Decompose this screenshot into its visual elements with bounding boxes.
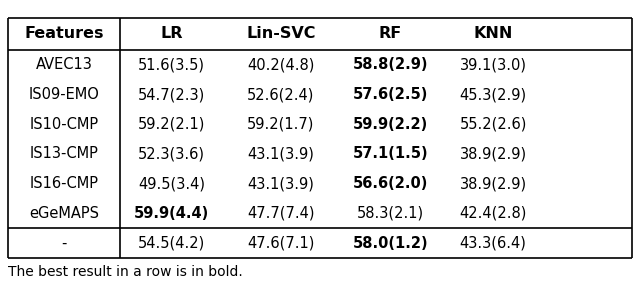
- Text: 49.5(3.4): 49.5(3.4): [138, 176, 205, 191]
- Text: 47.6(7.1): 47.6(7.1): [247, 236, 315, 251]
- Text: IS13-CMP: IS13-CMP: [29, 146, 99, 162]
- Text: 57.1(1.5): 57.1(1.5): [353, 146, 428, 162]
- Text: 38.9(2.9): 38.9(2.9): [460, 176, 527, 191]
- Text: AVEC13: AVEC13: [36, 57, 93, 72]
- Text: 40.2(4.8): 40.2(4.8): [247, 57, 315, 72]
- Text: 57.6(2.5): 57.6(2.5): [353, 87, 428, 102]
- Text: IS16-CMP: IS16-CMP: [29, 176, 99, 191]
- Text: 59.9(2.2): 59.9(2.2): [353, 117, 428, 132]
- Text: -: -: [61, 236, 67, 251]
- Text: 59.2(1.7): 59.2(1.7): [247, 117, 315, 132]
- Text: 39.1(3.0): 39.1(3.0): [460, 57, 527, 72]
- Text: IS09-EMO: IS09-EMO: [29, 87, 100, 102]
- Text: 58.3(2.1): 58.3(2.1): [356, 206, 424, 221]
- Text: 54.7(2.3): 54.7(2.3): [138, 87, 205, 102]
- Text: 52.6(2.4): 52.6(2.4): [247, 87, 315, 102]
- Text: The best result in a row is in bold.: The best result in a row is in bold.: [8, 265, 243, 279]
- Text: 45.3(2.9): 45.3(2.9): [460, 87, 527, 102]
- Text: 38.9(2.9): 38.9(2.9): [460, 146, 527, 162]
- Text: 55.2(2.6): 55.2(2.6): [460, 117, 527, 132]
- Text: KNN: KNN: [474, 26, 513, 41]
- Text: 58.8(2.9): 58.8(2.9): [353, 57, 428, 72]
- Text: 47.7(7.4): 47.7(7.4): [247, 206, 315, 221]
- Text: 59.2(2.1): 59.2(2.1): [138, 117, 205, 132]
- Text: 58.0(1.2): 58.0(1.2): [353, 236, 428, 251]
- Text: Lin-SVC: Lin-SVC: [246, 26, 316, 41]
- Text: 56.6(2.0): 56.6(2.0): [353, 176, 428, 191]
- Text: LR: LR: [161, 26, 183, 41]
- Text: 52.3(3.6): 52.3(3.6): [138, 146, 205, 162]
- Text: Features: Features: [24, 26, 104, 41]
- Text: IS10-CMP: IS10-CMP: [29, 117, 99, 132]
- Text: 43.1(3.9): 43.1(3.9): [248, 146, 314, 162]
- Text: 43.3(6.4): 43.3(6.4): [460, 236, 527, 251]
- Text: eGeMAPS: eGeMAPS: [29, 206, 99, 221]
- Text: 59.9(4.4): 59.9(4.4): [134, 206, 209, 221]
- Text: 43.1(3.9): 43.1(3.9): [248, 176, 314, 191]
- Text: 51.6(3.5): 51.6(3.5): [138, 57, 205, 72]
- Text: 54.5(4.2): 54.5(4.2): [138, 236, 205, 251]
- Text: RF: RF: [379, 26, 402, 41]
- Text: 42.4(2.8): 42.4(2.8): [460, 206, 527, 221]
